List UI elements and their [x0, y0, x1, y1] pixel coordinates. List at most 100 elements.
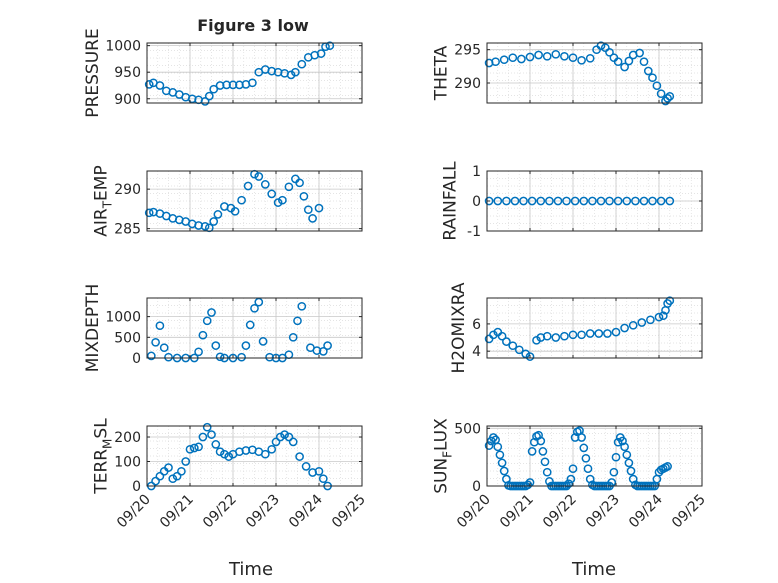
data-point [652, 81, 662, 91]
data-point [525, 52, 535, 62]
data-point [151, 337, 160, 347]
data-point [211, 341, 221, 350]
data-point [215, 447, 225, 457]
data-point [570, 196, 580, 206]
data-point [297, 59, 307, 69]
axes-box [486, 297, 703, 359]
data-point [215, 352, 225, 362]
y-tick-label: 290 [454, 76, 481, 92]
y-tick-label: 200 [114, 430, 141, 446]
data-point [493, 196, 503, 206]
y-tick-label: 1 [472, 164, 481, 180]
y-tick-label: 285 [114, 222, 141, 238]
data-point [284, 182, 294, 192]
y-tick-label: 6 [472, 317, 481, 333]
data-point [237, 352, 246, 362]
data-point [551, 333, 561, 342]
data-point [181, 457, 191, 466]
data-point [545, 196, 554, 206]
data-point [508, 53, 518, 63]
data-point [194, 347, 203, 357]
data-point [523, 480, 533, 490]
data-point [267, 444, 277, 454]
data-point [609, 467, 619, 477]
data-point [155, 471, 165, 481]
data-point [250, 303, 259, 313]
data-point [502, 337, 511, 346]
data-point [577, 330, 586, 340]
data-point [155, 321, 165, 331]
data-point [628, 320, 638, 330]
data-point [542, 467, 552, 477]
data-point [202, 316, 212, 326]
data-point [209, 84, 219, 94]
data-point [288, 437, 298, 447]
data-point [155, 81, 165, 90]
y-tick-label: 4 [472, 344, 481, 360]
data-point [497, 458, 507, 468]
data-point [308, 214, 317, 223]
data-point [568, 53, 578, 63]
data-point [245, 320, 255, 330]
data-point [243, 181, 253, 191]
y-axis-label: SUNFLUX [432, 418, 455, 494]
data-point [185, 444, 195, 454]
data-point [323, 341, 332, 350]
data-point [536, 196, 546, 206]
data-point [484, 441, 494, 450]
y-tick-label: 1000 [105, 310, 141, 326]
data-point [189, 443, 199, 453]
data-point [144, 208, 154, 218]
data-point [502, 196, 511, 206]
y-axis-label: MIXDEPTH [83, 284, 103, 373]
data-point [495, 450, 505, 460]
data-point [542, 331, 552, 341]
data-point [491, 57, 500, 67]
data-point [577, 433, 586, 442]
y-axis-label-group: RAINFALL [440, 161, 460, 241]
data-point [230, 206, 240, 216]
data-point [538, 447, 548, 456]
data-point [207, 308, 216, 317]
data-point [519, 196, 528, 206]
data-point [198, 330, 208, 340]
data-point [656, 196, 666, 206]
data-point [663, 462, 672, 471]
axes-box [146, 42, 363, 104]
data-point [525, 352, 535, 361]
data-point [564, 479, 574, 489]
data-point [286, 70, 296, 80]
y-axis-label: AIRTEMP [92, 165, 115, 236]
data-point [611, 452, 621, 462]
data-point [646, 315, 655, 325]
data-point [596, 41, 606, 51]
data-point [568, 330, 578, 340]
data-point [318, 474, 328, 484]
data-point [613, 57, 623, 67]
data-point [585, 53, 595, 63]
data-point [288, 332, 298, 342]
y-axis-label: THETA [432, 45, 452, 101]
data-point [536, 436, 546, 446]
data-point [224, 452, 234, 461]
data-point [665, 196, 675, 206]
data-point [639, 196, 649, 206]
data-point [280, 430, 289, 439]
data-point [658, 311, 668, 321]
data-point [207, 430, 216, 439]
data-point [275, 432, 285, 442]
subplot-rainfall: -1 0 1 RAINFALL [440, 161, 703, 241]
data-point [295, 452, 304, 461]
data-point [622, 196, 632, 206]
y-tick-label: 100 [114, 455, 141, 471]
data-point [151, 476, 160, 486]
y-tick-label: 0 [132, 479, 141, 495]
y-tick-label: 900 [114, 92, 141, 108]
data-point [301, 462, 311, 471]
data-point [260, 180, 270, 189]
data-point [241, 341, 251, 350]
data-point [260, 449, 270, 459]
data-point [639, 57, 649, 67]
